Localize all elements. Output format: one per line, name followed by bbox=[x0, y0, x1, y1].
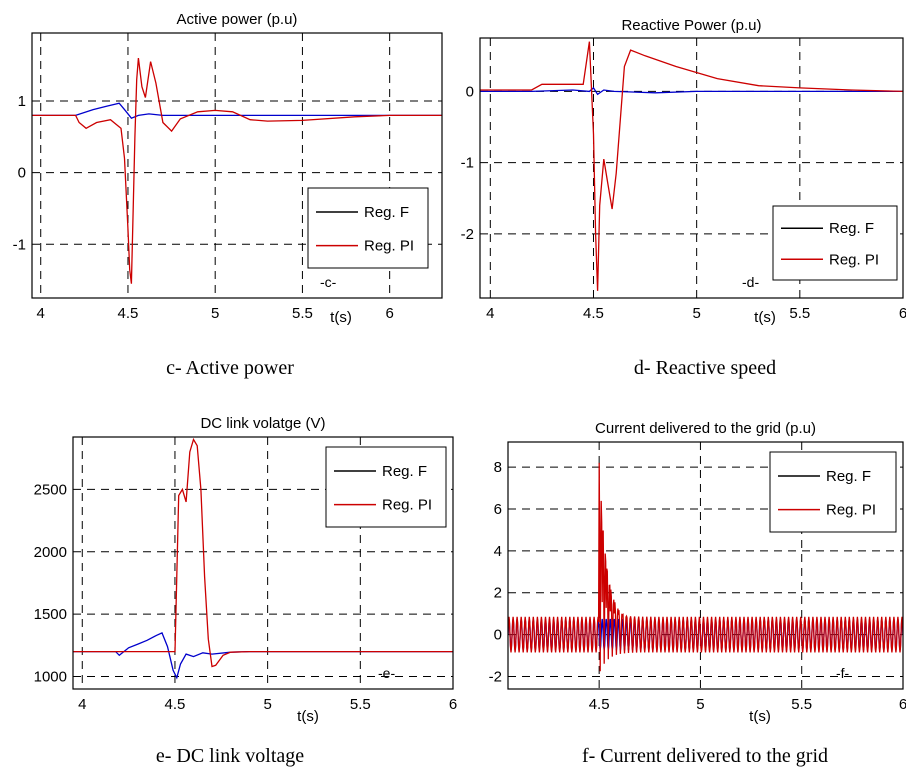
x-tick-label: 5.5 bbox=[789, 305, 810, 322]
x-tick-label: 6 bbox=[385, 305, 393, 322]
legend-entry-reg-f: Reg. F bbox=[826, 468, 871, 485]
chart-title-f: Current delivered to the grid (p.u) bbox=[595, 420, 816, 437]
y-tick-label: 8 bbox=[494, 459, 502, 476]
legend-box bbox=[772, 205, 898, 281]
y-tick-label: -1 bbox=[461, 155, 474, 172]
chart-panel-d: Reactive Power (p.u) 4 4.5 5 5.5 6 -2 -1 0 t(s) Re… bbox=[461, 17, 906, 379]
legend-entry-reg-pi: Reg. PI bbox=[829, 251, 879, 268]
chart-title-c: Active power (p.u) bbox=[177, 11, 298, 28]
legend-entry-reg-f: Reg. F bbox=[829, 220, 874, 237]
panel-label: -c- bbox=[320, 274, 337, 290]
y-tick-label: -2 bbox=[489, 668, 502, 685]
x-tick-label: 4.5 bbox=[118, 305, 139, 322]
legend: Reg. F Reg. PI bbox=[325, 446, 447, 528]
legend-box bbox=[769, 451, 897, 533]
chart-panel-c: Active power (p.u) 4 4.5 5 5.5 6 -1 0 1 t(s) Reg. … bbox=[13, 11, 443, 379]
series-line-reg-pi bbox=[480, 41, 903, 291]
series-line-reg-f bbox=[73, 632, 453, 680]
y-tick-label: 2 bbox=[494, 585, 502, 602]
x-tick-label: 4.5 bbox=[165, 696, 186, 713]
legend: Reg. F Reg. PI bbox=[772, 205, 898, 281]
series-line-reg-pi bbox=[508, 462, 903, 672]
legend-box bbox=[325, 446, 447, 528]
legend-entry-reg-pi: Reg. PI bbox=[364, 238, 414, 255]
plot-frame bbox=[507, 441, 904, 690]
x-tick-label: 4.5 bbox=[583, 305, 604, 322]
chart-panel-f: Current delivered to the grid (p.u) 4.5 5 5… bbox=[489, 420, 906, 767]
y-tick-label: 4 bbox=[494, 543, 502, 560]
x-tick-label: 4 bbox=[78, 696, 86, 713]
chart-panel-e: DC link volatge (V) 4 4.5 5 5.5 6 1000 1500 2000… bbox=[34, 415, 458, 767]
y-tick-label: 1 bbox=[18, 93, 26, 110]
y-tick-label: 2000 bbox=[34, 544, 67, 561]
x-tick-label: 6 bbox=[449, 696, 457, 713]
y-tick-label: 0 bbox=[466, 83, 474, 100]
y-tick-label: 0 bbox=[494, 627, 502, 644]
legend: Reg. F Reg. PI bbox=[769, 451, 897, 533]
chart-title-e: DC link volatge (V) bbox=[200, 415, 325, 432]
x-tick-label: 6 bbox=[899, 696, 906, 713]
plot-frame bbox=[31, 32, 443, 299]
legend-entry-reg-pi: Reg. PI bbox=[826, 502, 876, 519]
legend-entry-reg-pi: Reg. PI bbox=[382, 497, 432, 514]
chart-title-d: Reactive Power (p.u) bbox=[621, 17, 761, 34]
legend: Reg. F Reg. PI bbox=[307, 187, 429, 269]
y-tick-label: 1000 bbox=[34, 669, 67, 686]
series-line-reg-pi bbox=[73, 437, 453, 668]
x-tick-label: 5.5 bbox=[791, 696, 812, 713]
x-tick-label: 4.5 bbox=[589, 696, 610, 713]
x-axis-label: t(s) bbox=[754, 309, 776, 326]
panel-label: -d- bbox=[742, 274, 759, 290]
panel-label: -e- bbox=[378, 665, 395, 681]
x-tick-label: 6 bbox=[899, 305, 906, 322]
legend-entry-reg-f: Reg. F bbox=[364, 204, 409, 221]
figure-caption: c- Active power bbox=[166, 357, 294, 379]
x-tick-label: 5 bbox=[696, 696, 704, 713]
y-tick-label: -2 bbox=[461, 226, 474, 243]
panel-label: -f- bbox=[836, 665, 850, 681]
x-tick-label: 5.5 bbox=[292, 305, 313, 322]
x-tick-label: 4 bbox=[486, 305, 494, 322]
x-tick-label: 5 bbox=[692, 305, 700, 322]
x-tick-label: 4 bbox=[37, 305, 45, 322]
x-axis-label: t(s) bbox=[297, 708, 319, 725]
x-tick-label: 5 bbox=[263, 696, 271, 713]
x-tick-label: 5.5 bbox=[350, 696, 371, 713]
series-line-reg-pi bbox=[32, 58, 442, 284]
figure-caption: d- Reactive speed bbox=[634, 357, 776, 379]
y-tick-label: 2500 bbox=[34, 481, 67, 498]
series-line-reg-f bbox=[480, 86, 903, 96]
figure-caption: f- Current delivered to the grid bbox=[582, 745, 828, 767]
legend-entry-reg-f: Reg. F bbox=[382, 463, 427, 480]
x-axis-label: t(s) bbox=[749, 708, 771, 725]
series-line-reg-f bbox=[32, 102, 442, 119]
y-tick-label: 0 bbox=[18, 165, 26, 182]
legend-box bbox=[307, 187, 429, 269]
y-tick-label: 6 bbox=[494, 501, 502, 518]
plot-frame bbox=[479, 37, 904, 299]
figure-caption: e- DC link voltage bbox=[156, 745, 304, 767]
y-tick-label: -1 bbox=[13, 236, 26, 253]
x-axis-label: t(s) bbox=[330, 309, 352, 326]
plot-frame bbox=[72, 436, 454, 690]
x-tick-label: 5 bbox=[211, 305, 219, 322]
y-tick-label: 1500 bbox=[34, 606, 67, 623]
